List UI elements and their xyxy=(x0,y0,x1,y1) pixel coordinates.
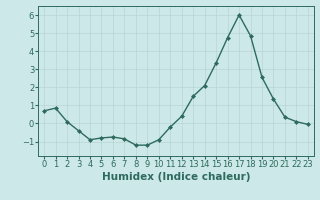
X-axis label: Humidex (Indice chaleur): Humidex (Indice chaleur) xyxy=(102,172,250,182)
